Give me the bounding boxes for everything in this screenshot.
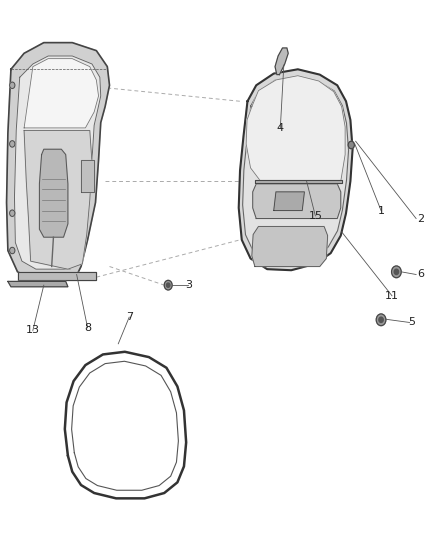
- Polygon shape: [252, 227, 328, 266]
- Polygon shape: [275, 48, 288, 75]
- Circle shape: [10, 247, 15, 254]
- Polygon shape: [24, 131, 92, 269]
- Polygon shape: [239, 69, 353, 270]
- Circle shape: [166, 283, 170, 287]
- Text: 4: 4: [277, 123, 284, 133]
- Polygon shape: [18, 272, 96, 280]
- Text: 2: 2: [417, 214, 424, 223]
- Polygon shape: [243, 76, 349, 263]
- Circle shape: [10, 141, 15, 147]
- Polygon shape: [39, 149, 68, 237]
- Polygon shape: [246, 76, 345, 181]
- Polygon shape: [255, 180, 342, 183]
- Polygon shape: [81, 160, 94, 192]
- Polygon shape: [253, 184, 341, 219]
- Text: 5: 5: [408, 318, 415, 327]
- Circle shape: [348, 141, 354, 149]
- Circle shape: [379, 317, 383, 322]
- Text: 13: 13: [26, 326, 40, 335]
- Circle shape: [394, 269, 399, 274]
- Circle shape: [10, 82, 15, 88]
- Circle shape: [10, 210, 15, 216]
- Text: 15: 15: [308, 211, 322, 221]
- Circle shape: [392, 266, 401, 278]
- Text: 6: 6: [417, 270, 424, 279]
- Text: 3: 3: [185, 280, 192, 290]
- Polygon shape: [274, 192, 304, 211]
- Text: 11: 11: [385, 291, 399, 301]
- Polygon shape: [14, 56, 101, 269]
- Polygon shape: [24, 59, 99, 128]
- Text: 1: 1: [378, 206, 385, 215]
- Polygon shape: [7, 43, 109, 280]
- Polygon shape: [8, 281, 68, 287]
- Text: 8: 8: [84, 323, 91, 333]
- Text: 7: 7: [126, 312, 133, 322]
- Circle shape: [376, 314, 386, 326]
- Circle shape: [164, 280, 172, 290]
